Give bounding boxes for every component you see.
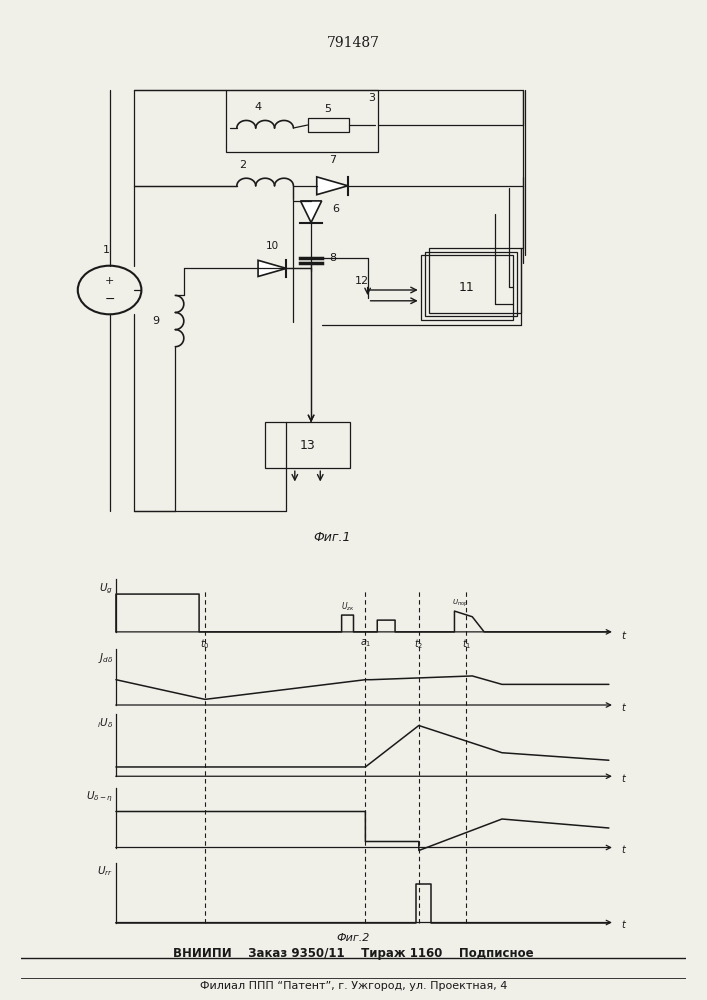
Text: $t$: $t$ [621, 701, 627, 713]
Text: $t$: $t$ [621, 843, 627, 855]
Text: $t$: $t$ [621, 629, 627, 641]
Text: 791487: 791487 [327, 36, 380, 50]
Text: $U_{z\kappa}$: $U_{z\kappa}$ [341, 601, 354, 613]
Bar [425, 252, 517, 316]
Bar [265, 422, 350, 468]
Text: Фиг.1: Фиг.1 [313, 531, 351, 544]
Text: 8: 8 [329, 253, 336, 263]
Text: $U_{\delta-\eta}$: $U_{\delta-\eta}$ [86, 789, 113, 804]
Text: $_iU_\delta$: $_iU_\delta$ [97, 716, 113, 730]
Bar [308, 118, 349, 132]
Text: −: − [105, 293, 115, 306]
Text: $t_0$: $t_0$ [200, 638, 210, 651]
Text: 11: 11 [459, 281, 474, 294]
Text: 7: 7 [329, 155, 336, 165]
Text: $U_g$: $U_g$ [99, 581, 113, 596]
Text: $t$: $t$ [621, 772, 627, 784]
Text: 6: 6 [332, 204, 339, 214]
Polygon shape [300, 201, 322, 223]
Text: $a_1$: $a_1$ [360, 638, 371, 649]
Text: $U_{\text{пор}}$: $U_{\text{пор}}$ [452, 598, 469, 609]
Text: $U_{rr}$: $U_{rr}$ [97, 864, 113, 878]
Text: $t$: $t$ [621, 918, 627, 930]
Text: 1: 1 [103, 245, 110, 255]
Text: $t_2$: $t_2$ [414, 638, 423, 651]
Text: ВНИИПИ    Заказ 9350/11    Тираж 1160    Подписное: ВНИИПИ Заказ 9350/11 Тираж 1160 Подписно… [173, 948, 534, 960]
Bar [226, 90, 378, 152]
Text: 10: 10 [266, 241, 279, 251]
Text: 4: 4 [255, 102, 262, 112]
Text: $J_{d\delta}$: $J_{d\delta}$ [98, 651, 113, 665]
Text: 13: 13 [300, 439, 315, 452]
Text: 12: 12 [355, 276, 369, 286]
Bar [429, 248, 521, 313]
Text: 2: 2 [239, 160, 246, 170]
Text: 5: 5 [325, 104, 332, 114]
Text: Филиал ППП “Патент”, г. Ужгород, ул. Проектная, 4: Филиал ППП “Патент”, г. Ужгород, ул. Про… [200, 981, 507, 991]
Polygon shape [317, 177, 348, 195]
Polygon shape [258, 260, 286, 276]
Text: $t_1$: $t_1$ [462, 638, 471, 651]
Text: +: + [105, 276, 115, 286]
Bar [421, 255, 513, 320]
Text: 9: 9 [153, 316, 160, 326]
Text: Фиг.2: Фиг.2 [337, 933, 370, 943]
Text: 3: 3 [368, 93, 375, 103]
